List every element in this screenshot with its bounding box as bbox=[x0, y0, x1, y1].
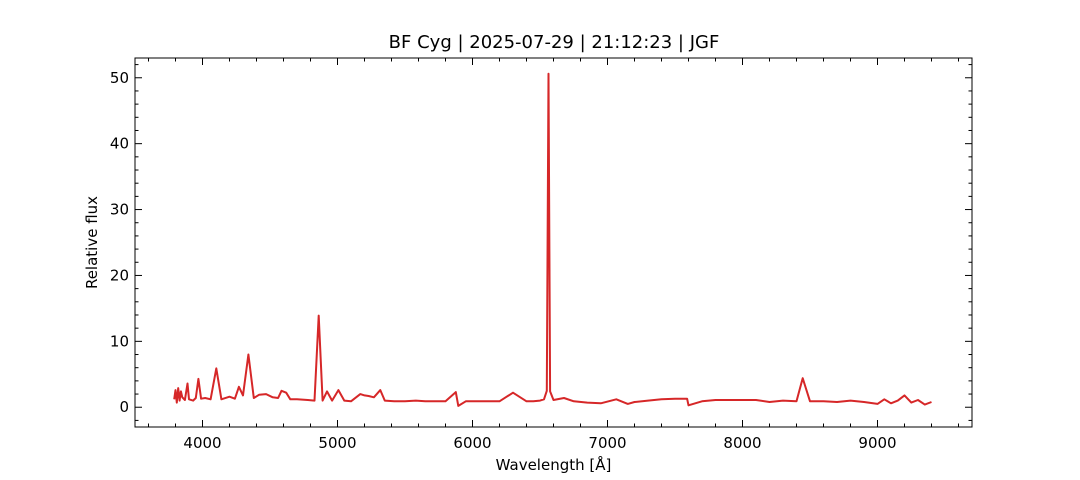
y-tick-label: 20 bbox=[110, 266, 129, 284]
chart-title: BF Cyg | 2025-07-29 | 21:12:23 | JGF bbox=[389, 32, 720, 53]
y-tick-label: 50 bbox=[110, 69, 129, 87]
x-tick-label: 4000 bbox=[183, 434, 221, 452]
tick-layer: 4000 5000 6000 7000 8000 9000 0 10 20 30 40 50 bbox=[110, 58, 972, 452]
x-tick-label: 8000 bbox=[723, 434, 761, 452]
x-tick-label: 5000 bbox=[318, 434, 356, 452]
spectrum-line bbox=[173, 72, 932, 407]
y-tick-label: 40 bbox=[110, 135, 129, 153]
y-axis-label: Relative flux bbox=[83, 196, 101, 289]
x-tick-label: 7000 bbox=[588, 434, 626, 452]
x-tick-label: 6000 bbox=[453, 434, 491, 452]
y-tick-label: 0 bbox=[119, 398, 129, 416]
x-axis-label: Wavelength [Å] bbox=[496, 455, 612, 474]
plot-area bbox=[173, 72, 932, 407]
y-tick-label: 30 bbox=[110, 201, 129, 219]
axes-frame bbox=[134, 57, 973, 428]
x-tick-label: 9000 bbox=[858, 434, 896, 452]
y-tick-label: 10 bbox=[110, 332, 129, 350]
